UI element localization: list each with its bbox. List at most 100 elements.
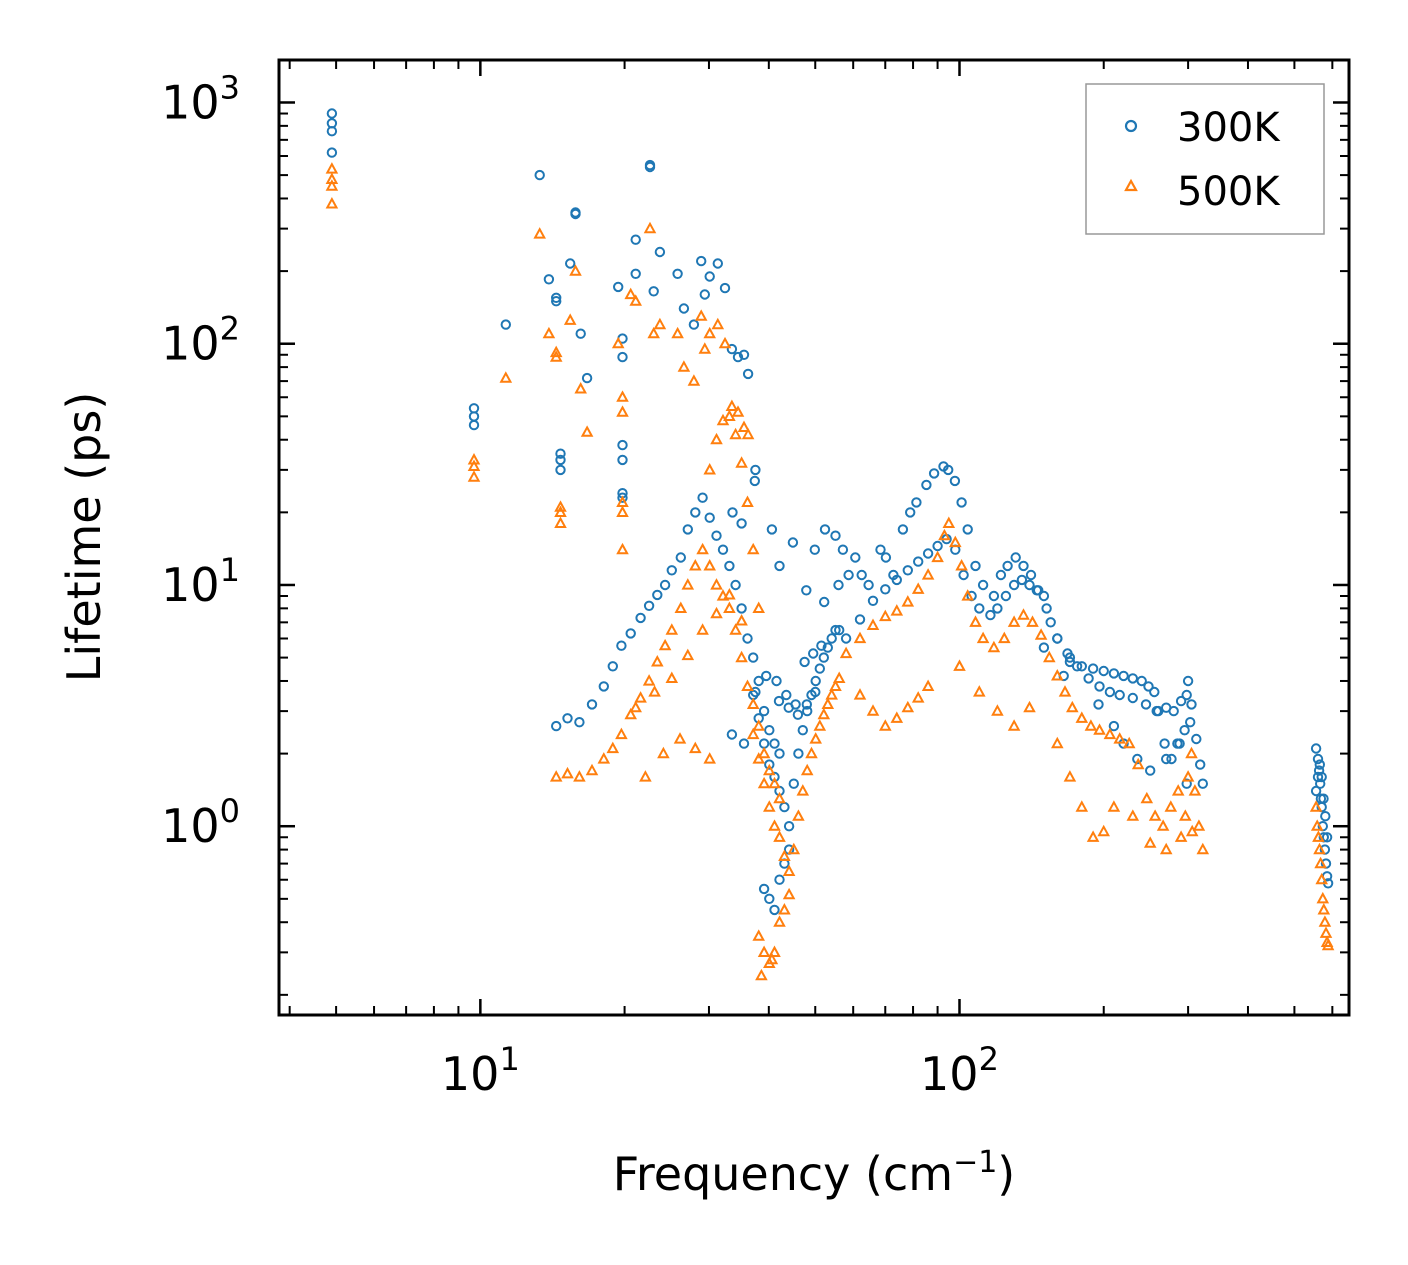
point-300k — [1179, 725, 1190, 736]
point-300k — [682, 524, 693, 535]
point-500k — [1196, 842, 1210, 855]
point-500k — [549, 350, 563, 362]
point-500k — [710, 432, 723, 445]
point-500k — [687, 374, 701, 386]
point-300k — [830, 624, 841, 636]
point-500k — [1317, 903, 1331, 915]
point-500k — [1185, 824, 1199, 837]
point-500k — [703, 326, 716, 339]
point-500k — [569, 264, 582, 276]
point-500k — [689, 741, 702, 754]
point-300k — [834, 624, 845, 636]
point-300k — [562, 713, 573, 724]
point-500k — [1143, 836, 1157, 848]
point-500k — [554, 500, 567, 512]
point-500k — [325, 179, 339, 191]
point-500k — [616, 390, 629, 402]
point-300k — [1094, 681, 1105, 692]
point-300k — [468, 419, 480, 431]
point-300k — [724, 560, 735, 572]
point-300k — [748, 652, 759, 663]
point-500k — [817, 707, 831, 720]
point-500k — [800, 763, 814, 776]
point-500k — [737, 420, 751, 432]
point-300k — [738, 349, 750, 360]
point-300k — [1127, 673, 1139, 684]
point-300k — [613, 281, 624, 293]
point-500k — [752, 719, 765, 731]
point-500k — [1171, 784, 1185, 796]
point-300k — [783, 821, 795, 832]
point-500k — [1148, 809, 1162, 821]
point-500k — [768, 819, 781, 831]
point-300k — [1008, 579, 1020, 591]
point-300k — [875, 544, 886, 555]
point-300k — [1018, 560, 1029, 572]
point-300k — [690, 507, 701, 518]
point-300k — [555, 464, 566, 476]
point-500k — [1026, 615, 1039, 627]
point-500k — [765, 952, 779, 965]
point-500k — [969, 615, 982, 627]
point-500k — [731, 405, 745, 417]
point-500k — [821, 697, 835, 709]
point-500k — [1075, 711, 1089, 723]
point-300k — [727, 507, 738, 518]
point-300k — [565, 258, 576, 269]
point-500k — [773, 915, 786, 927]
point-300k — [688, 319, 700, 330]
point-500k — [542, 326, 556, 339]
point-300k — [1118, 670, 1129, 682]
point-300k — [607, 661, 618, 672]
point-500k — [931, 550, 944, 563]
point-500k — [616, 542, 629, 555]
point-300k — [1024, 579, 1035, 591]
point-300k — [555, 454, 566, 466]
point-300k — [551, 720, 562, 732]
point-500k — [574, 382, 587, 394]
point-300k — [500, 319, 511, 330]
point-300k — [616, 640, 627, 651]
point-300k — [712, 258, 723, 269]
point-500k — [1164, 800, 1178, 812]
point-500k — [987, 640, 1001, 653]
point-300k — [1185, 717, 1196, 728]
point-300k — [905, 507, 916, 518]
point-500k — [741, 427, 755, 440]
y-tick-label: 102 — [161, 310, 240, 371]
point-300k — [766, 524, 778, 535]
x-tick-label: 101 — [441, 1040, 520, 1101]
point-300k — [788, 778, 799, 789]
point-500k — [1159, 842, 1173, 855]
point-300k — [570, 208, 581, 220]
point-300k — [911, 497, 922, 508]
point-500k — [787, 842, 801, 855]
point-500k — [681, 578, 695, 590]
point-300k — [880, 552, 892, 563]
point-500k — [853, 631, 867, 644]
point-300k — [801, 699, 812, 710]
point-300k — [1025, 569, 1037, 581]
point-500k — [716, 589, 730, 601]
point-500k — [998, 631, 1011, 644]
point-300k — [985, 609, 996, 621]
point-300k — [326, 126, 338, 137]
point-300k — [1321, 832, 1333, 843]
point-300k — [635, 612, 646, 624]
point-500k — [735, 650, 748, 663]
point-500k — [961, 589, 974, 601]
point-300k — [598, 681, 609, 692]
y-tick-label: 100 — [161, 792, 240, 853]
point-300k — [913, 556, 924, 567]
point-300k — [1010, 552, 1021, 563]
point-500k — [624, 287, 637, 300]
point-300k — [769, 904, 780, 916]
point-500k — [653, 317, 667, 330]
point-500k — [813, 719, 827, 731]
point-300k — [932, 540, 943, 552]
point-300k — [1076, 661, 1088, 672]
point-300k — [856, 569, 867, 581]
point-300k — [1136, 675, 1147, 687]
point-300k — [850, 552, 861, 563]
point-300k — [654, 246, 666, 258]
